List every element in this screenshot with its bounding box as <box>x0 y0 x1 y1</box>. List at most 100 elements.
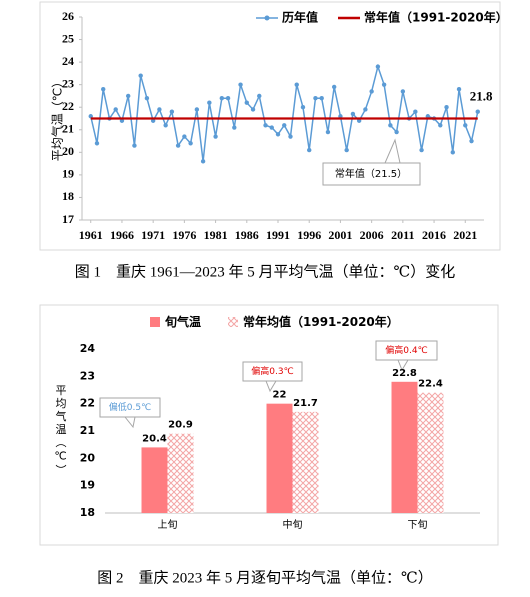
x-tick-label: 1986 <box>235 228 259 242</box>
legend-label: 旬气温 <box>164 314 201 329</box>
point <box>369 89 374 94</box>
point <box>450 150 455 155</box>
point <box>463 123 468 128</box>
point <box>425 114 431 119</box>
point <box>163 123 168 128</box>
point <box>232 125 237 130</box>
y-tick-label: 20 <box>80 451 96 464</box>
x-tick-label: 1996 <box>297 228 321 242</box>
y-tick-label: 23 <box>80 369 95 382</box>
annotation: 偏高0.4℃ <box>385 344 427 356</box>
point <box>388 123 393 128</box>
data-label: 21.7 <box>293 398 318 409</box>
legend-label: 历年值 <box>282 10 318 25</box>
legend-label: 常年值（1991-2020年） <box>364 10 508 25</box>
data-label: 22 <box>273 390 287 401</box>
x-tick-label: 中旬 <box>283 518 303 531</box>
y-tick-label: 22 <box>80 397 95 410</box>
point <box>219 96 225 101</box>
point <box>356 118 362 123</box>
point <box>475 109 480 114</box>
x-tick-label: 上旬 <box>158 518 178 531</box>
annotation: 偏低0.5℃ <box>109 401 151 413</box>
caption: 图 2 重庆 2023 年 5 月逐旬平均气温（单位：℃） <box>97 569 433 586</box>
y-axis-label: 平均气温（℃） <box>54 385 67 478</box>
legend-swatch <box>150 317 160 327</box>
y-tick-label: 18 <box>80 506 95 519</box>
point <box>313 96 318 101</box>
point <box>188 141 193 146</box>
point <box>150 118 156 123</box>
point <box>344 147 349 153</box>
point <box>363 107 368 112</box>
point <box>119 118 125 123</box>
y-tick-label: 19 <box>80 479 95 492</box>
x-tick-label: 1991 <box>266 228 290 242</box>
point <box>400 89 406 94</box>
y-tick-label: 24 <box>80 342 96 355</box>
point <box>238 82 243 87</box>
x-tick-label: 1981 <box>204 228 228 242</box>
x-tick-label: 2016 <box>422 228 446 242</box>
point <box>381 82 387 87</box>
x-tick-label: 1976 <box>172 228 196 242</box>
point <box>101 86 106 92</box>
y-tick-label: 23 <box>62 76 74 90</box>
callout-box <box>375 340 438 372</box>
point <box>282 123 287 128</box>
bar <box>167 433 194 513</box>
legend-label: 常年均值（1991-2020年） <box>243 314 399 329</box>
x-tick-label: 2001 <box>328 228 352 242</box>
data-label: 22.4 <box>418 379 443 390</box>
point <box>113 107 118 112</box>
bar <box>266 403 293 513</box>
point <box>444 105 449 110</box>
bar <box>417 392 444 513</box>
y-tick-label: 24 <box>62 54 74 68</box>
point <box>88 114 93 119</box>
y-tick-label: 26 <box>62 9 74 23</box>
point <box>294 82 299 87</box>
data-label: 20.9 <box>168 420 193 431</box>
annotation: 偏高0.3℃ <box>251 365 293 377</box>
callout-box <box>99 397 161 429</box>
point <box>125 93 131 99</box>
y-tick-label: 18 <box>62 189 74 203</box>
y-tick-label: 17 <box>62 212 74 226</box>
point <box>138 73 143 78</box>
x-tick-label: 2021 <box>453 228 477 242</box>
point <box>325 129 331 135</box>
y-tick-label: 21 <box>80 424 95 437</box>
point <box>469 138 474 144</box>
point <box>175 143 181 148</box>
y-tick-label: 19 <box>62 167 74 181</box>
point <box>350 111 356 117</box>
point <box>257 93 262 99</box>
point <box>157 107 162 112</box>
point <box>269 125 274 130</box>
callout-box <box>322 138 421 186</box>
point <box>331 84 337 90</box>
chart-frame <box>39 1 501 251</box>
point <box>213 134 218 139</box>
x-tick-label: 1966 <box>110 228 134 242</box>
x-tick-label: 2011 <box>391 228 414 242</box>
legend-swatch <box>228 317 238 327</box>
y-tick-label: 21 <box>62 122 74 136</box>
caption: 图 1 重庆 1961—2023 年 5 月平均气温（单位：℃）变化 <box>75 263 456 280</box>
point <box>144 96 150 101</box>
x-tick-label: 下旬 <box>408 518 428 531</box>
x-tick-label: 1961 <box>79 228 103 242</box>
point <box>307 147 312 153</box>
data-label: 21.8 <box>470 89 493 104</box>
point <box>288 134 293 139</box>
point <box>250 107 256 112</box>
point <box>338 114 343 119</box>
point <box>375 64 381 69</box>
point <box>319 96 324 101</box>
point <box>132 143 137 148</box>
point <box>94 141 100 146</box>
y-tick-label: 22 <box>62 99 74 113</box>
y-axis-label: 平均气温（℃） <box>50 76 65 161</box>
